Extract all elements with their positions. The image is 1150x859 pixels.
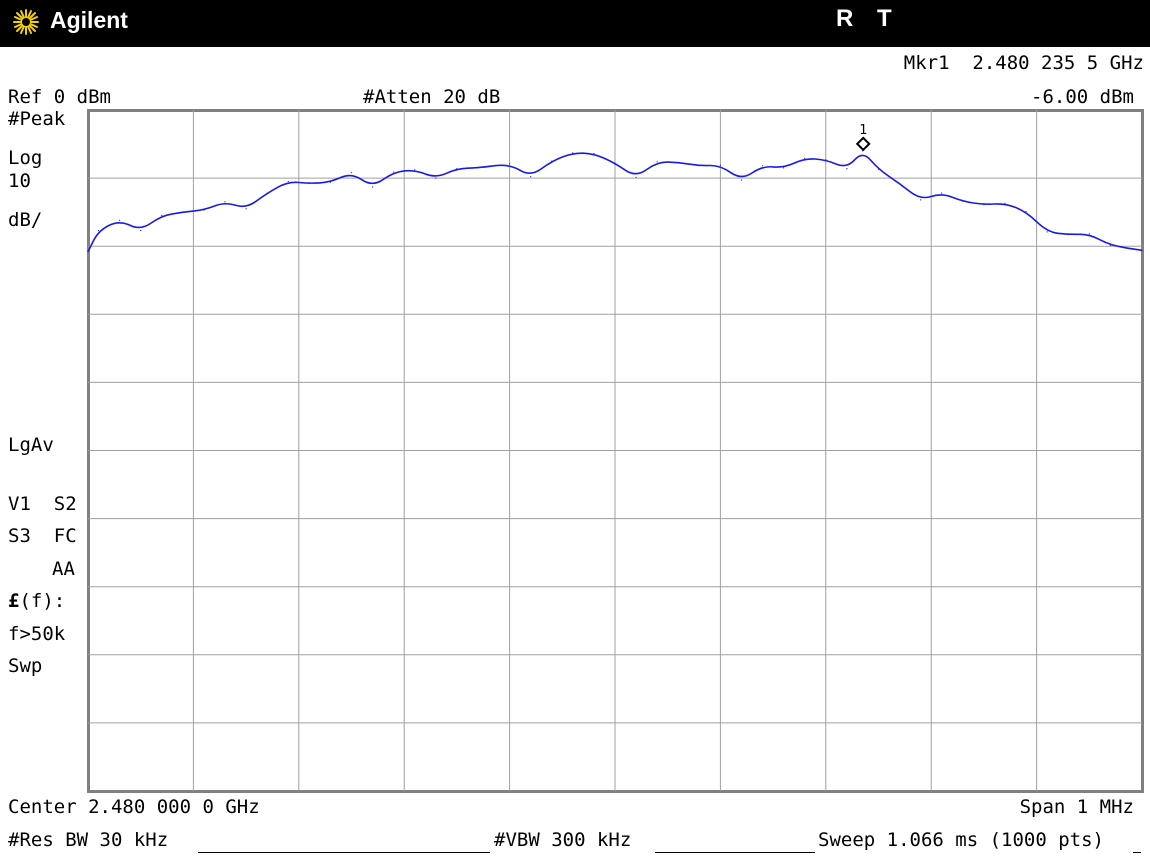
avg-mode-label: LgAv bbox=[8, 434, 54, 456]
trace-point bbox=[783, 167, 785, 169]
brand-name: Agilent bbox=[50, 7, 128, 33]
trace-point bbox=[372, 186, 374, 188]
trace-point bbox=[1046, 231, 1048, 233]
sweep-underline bbox=[1133, 852, 1141, 853]
trace-point bbox=[456, 168, 458, 170]
ff-label: £(f): bbox=[8, 590, 65, 612]
trace-point bbox=[329, 181, 331, 183]
trace-point bbox=[740, 179, 743, 181]
trace-point bbox=[245, 208, 247, 210]
trace-point bbox=[825, 159, 827, 161]
trace-point bbox=[804, 157, 806, 159]
ff-text: (f): bbox=[19, 590, 66, 612]
trigger-indicator: T bbox=[877, 5, 892, 32]
agilent-spark-icon bbox=[13, 9, 39, 35]
trace-point bbox=[287, 180, 289, 183]
trace-point bbox=[350, 172, 353, 174]
trace-point bbox=[677, 161, 679, 163]
trace-point bbox=[97, 229, 100, 232]
scale-unit-label: dB/ bbox=[8, 209, 43, 231]
vbw-underline bbox=[655, 852, 815, 853]
attenuation: #Atten 20 dB bbox=[363, 86, 501, 108]
sweep-time: Sweep 1.066 ms (1000 pts) bbox=[818, 829, 1104, 851]
trace-point bbox=[920, 199, 922, 201]
trace-point bbox=[983, 204, 985, 206]
trace-point bbox=[899, 182, 901, 185]
trace-point bbox=[1088, 233, 1090, 235]
trace-point bbox=[435, 177, 437, 179]
sweep-mode-label: Swp bbox=[8, 655, 43, 677]
trace-point bbox=[1067, 234, 1069, 236]
trace-point bbox=[140, 229, 142, 232]
marker-readout: Mkr1 2.480 235 5 GHz bbox=[903, 52, 1144, 74]
trace-point bbox=[393, 171, 395, 173]
trace-point bbox=[182, 211, 184, 213]
trace-point bbox=[1109, 244, 1111, 247]
trace-point bbox=[635, 176, 637, 178]
trace-point bbox=[762, 165, 764, 167]
res-bw: #Res BW 30 kHz bbox=[8, 829, 169, 851]
ff-symbol: £ bbox=[8, 590, 20, 612]
trace-point bbox=[414, 169, 416, 171]
spectrum-trace bbox=[87, 152, 1143, 252]
aa-label: AA bbox=[52, 558, 75, 580]
trace-point bbox=[877, 168, 880, 170]
trace-point bbox=[941, 192, 943, 194]
trace-point bbox=[161, 215, 163, 217]
trace-point bbox=[203, 209, 205, 211]
frequency-span: Span 1 MHz bbox=[1019, 796, 1134, 818]
detector-label: #Peak bbox=[8, 108, 66, 130]
trace-points bbox=[87, 150, 1143, 253]
marker-1: 1 bbox=[855, 123, 871, 152]
remote-indicator: R bbox=[836, 5, 854, 32]
trace-point bbox=[551, 160, 553, 162]
trace-point bbox=[962, 200, 964, 202]
v1-s2-label: V1 S2 bbox=[8, 493, 77, 515]
trace-point bbox=[530, 176, 532, 178]
center-frequency: Center 2.480 000 0 GHz bbox=[8, 796, 260, 818]
trace-point bbox=[509, 163, 511, 165]
trace-point bbox=[719, 164, 722, 166]
res-bw-underline bbox=[198, 852, 490, 853]
trace-point bbox=[698, 165, 700, 167]
trace-point bbox=[846, 168, 848, 170]
trace-point bbox=[1004, 202, 1006, 204]
trace-point bbox=[87, 251, 89, 253]
trace-point bbox=[308, 182, 310, 185]
trace-point bbox=[266, 192, 268, 194]
plot-grid bbox=[88, 110, 1142, 791]
trace-point bbox=[614, 162, 616, 164]
scale-value-label: 10 bbox=[8, 170, 31, 192]
trace-point bbox=[656, 161, 658, 163]
marker-number: 1 bbox=[859, 123, 867, 138]
trace-point bbox=[572, 152, 574, 154]
scale-type-label: Log bbox=[8, 147, 43, 169]
trace-point bbox=[1141, 249, 1143, 251]
marker-value: -6.00 dBm bbox=[1031, 86, 1134, 108]
trace-point bbox=[224, 201, 226, 203]
s3-fc-label: S3 FC bbox=[8, 525, 77, 547]
marker-diamond bbox=[855, 136, 871, 152]
trace-point bbox=[1025, 210, 1027, 213]
ref-level: Ref 0 dBm bbox=[8, 86, 111, 108]
title-bar: Agilent R T bbox=[0, 0, 1150, 47]
video-bw: #VBW 300 kHz bbox=[494, 829, 632, 851]
trace-point bbox=[593, 153, 595, 155]
freq-filter-label: f>50k bbox=[8, 623, 66, 645]
trace-point bbox=[477, 167, 479, 169]
trace-point bbox=[119, 219, 121, 221]
